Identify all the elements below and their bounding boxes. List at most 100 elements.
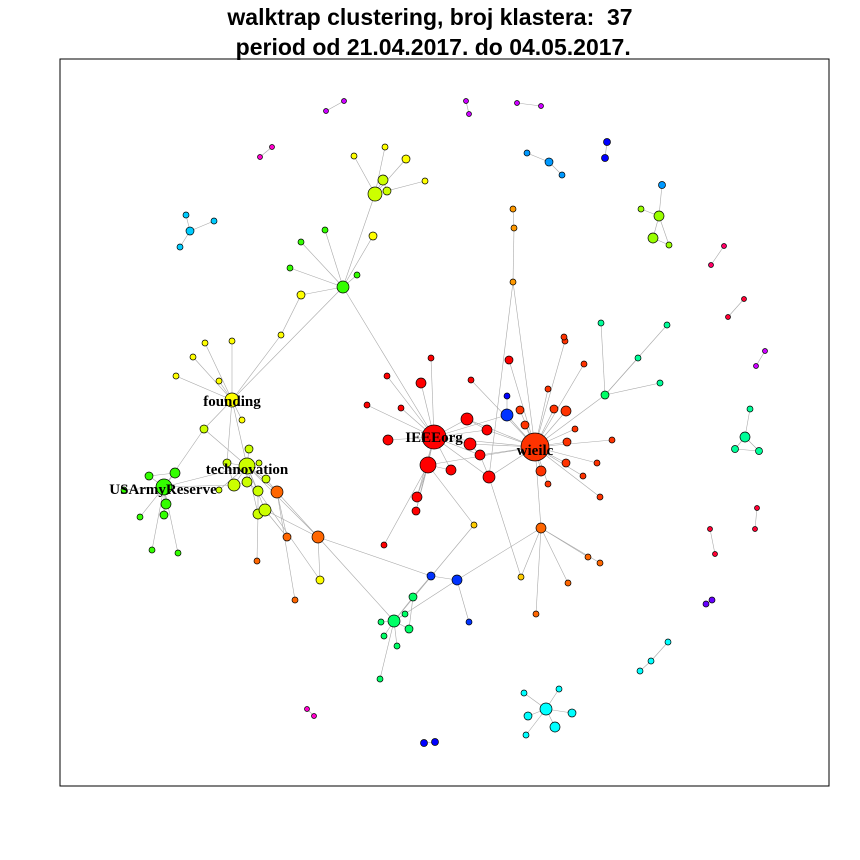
node-or3 (564, 579, 572, 587)
node-ug4 (353, 271, 361, 279)
node-cy6 (555, 685, 563, 693)
node-blue1 (500, 408, 514, 422)
edge-fy7-fy8 (280, 294, 302, 336)
node-label-founding: founding (203, 394, 261, 410)
node-cy1 (520, 689, 528, 697)
node-ug1 (297, 238, 305, 246)
node-yo2 (517, 573, 525, 581)
node-cy2 (523, 711, 533, 721)
node-o2 (535, 465, 547, 477)
edge-ug-yc (342, 193, 376, 288)
edge-p1a-p1b (325, 100, 345, 112)
edge-pk1a-pk1b (710, 245, 725, 266)
node-ty2 (241, 476, 253, 488)
edge-ty10-usa (163, 428, 205, 488)
node-fy6 (238, 416, 246, 424)
edge-tech-founding (231, 399, 248, 467)
node-ty4 (258, 503, 272, 517)
node-yc2 (377, 174, 389, 186)
node-ty8 (222, 458, 232, 468)
node-layer (120, 98, 768, 747)
edge-wieilc-r12 (508, 359, 536, 448)
node-p3a (514, 100, 520, 106)
node-yg1 (653, 210, 665, 222)
node-fy3 (228, 337, 236, 345)
node-b2 (451, 574, 463, 586)
node-ieee (421, 424, 447, 450)
node-gr3 (663, 321, 671, 329)
edge-ieee-r13 (430, 357, 435, 438)
edge-b1-g2 (412, 575, 432, 598)
node-u1 (169, 467, 181, 479)
edge-mg2a-mg2b (755, 350, 766, 367)
node-mg3a (304, 706, 310, 712)
node-az2 (544, 157, 554, 167)
node-o4 (562, 437, 572, 447)
edge-g1-lo1 (317, 536, 395, 622)
node-mg2a (762, 348, 768, 354)
node-p1b (341, 98, 347, 104)
node-r4 (482, 470, 496, 484)
node-c1 (636, 667, 644, 675)
edge-r2-r18 (383, 464, 429, 546)
node-r18 (380, 541, 388, 549)
edge-yo2-r4 (488, 476, 522, 578)
node-s1c (210, 217, 218, 225)
node-cr1a (754, 505, 760, 511)
edge-wieilc-o14 (534, 340, 566, 448)
edge-founding-ty8 (226, 399, 233, 464)
node-u3 (159, 510, 169, 520)
edge-ug-ug1 (300, 241, 344, 288)
edge-cr1a-cr1b (754, 507, 758, 530)
node-r11 (411, 506, 421, 516)
node-am1 (509, 205, 517, 213)
node-am2 (510, 224, 518, 232)
node-fy5 (215, 377, 223, 385)
node-o11 (596, 493, 604, 501)
edge-b1-lo1 (317, 536, 432, 577)
node-lo4 (291, 596, 299, 604)
node-or4 (532, 610, 540, 618)
edge-tg2-tg3 (734, 448, 760, 452)
node-gr5 (656, 379, 664, 387)
node-o8 (544, 480, 552, 488)
edge-c2-c3 (650, 641, 669, 662)
edge-lo1-ty4 (264, 509, 319, 538)
node-wieilc (520, 432, 550, 462)
node-v1a (702, 600, 710, 608)
node-cy3 (549, 721, 561, 733)
node-r9 (382, 434, 394, 446)
node-fy1 (189, 353, 197, 361)
node-v1b (708, 596, 716, 604)
node-db2b (431, 738, 439, 746)
node-o3 (549, 404, 559, 414)
edge-g2-g3 (408, 596, 414, 630)
node-or1 (584, 553, 592, 561)
node-r17 (467, 376, 475, 384)
node-tg2 (731, 445, 739, 453)
node-g5 (380, 632, 388, 640)
node-yg5 (658, 181, 666, 189)
node-ty6 (244, 444, 254, 454)
edge-ty1-usa (163, 484, 235, 488)
plot-frame (59, 58, 830, 787)
node-cy4 (567, 708, 577, 718)
node-fy7 (277, 331, 285, 339)
node-fy2 (201, 339, 209, 347)
node-yg4 (637, 205, 645, 213)
node-ty1 (227, 478, 241, 492)
node-o9 (571, 425, 579, 433)
node-gr2 (597, 319, 605, 327)
edge-am2-am3 (512, 227, 515, 283)
node-g6 (401, 610, 409, 618)
node-o16 (593, 459, 601, 467)
node-or2 (596, 559, 604, 567)
node-pk2a (741, 296, 747, 302)
edge-cr2a-cr2b (709, 528, 716, 555)
node-u7 (174, 549, 182, 557)
edge-gr1-gr4 (604, 357, 639, 396)
node-u4 (144, 471, 154, 481)
node-pk1b (708, 262, 714, 268)
node-label-wieilc: wieilc (517, 443, 554, 459)
